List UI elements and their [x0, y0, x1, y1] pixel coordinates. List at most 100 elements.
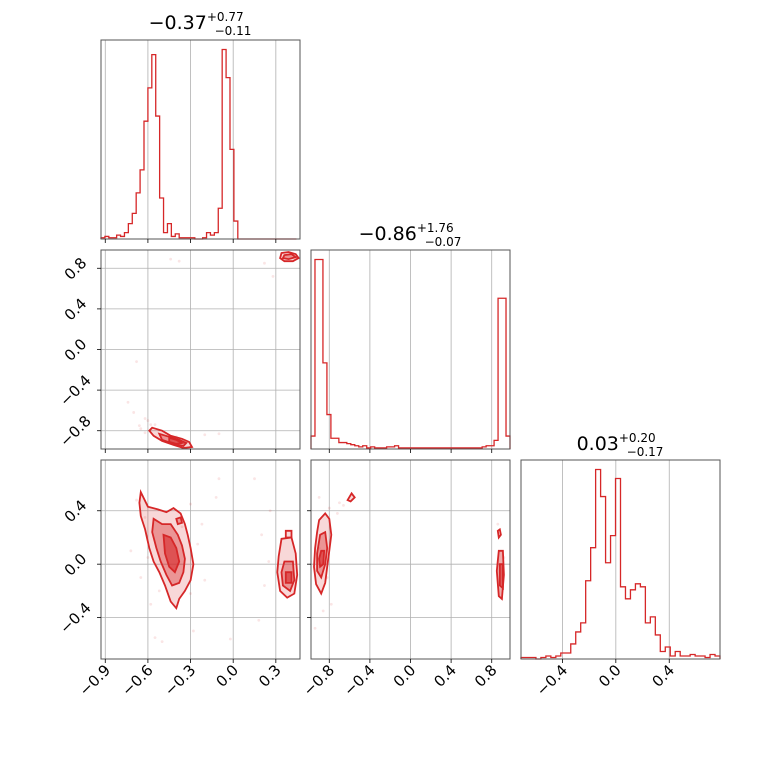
sample-point	[268, 509, 272, 513]
x-tick-label: −0.4	[533, 661, 571, 699]
sample-point	[143, 417, 147, 420]
pair-1-2: −0.8 −0.4 0.0 0.4 0.8	[300, 459, 511, 700]
x-tick-label: −0.6	[118, 661, 156, 699]
x-tick-label: 0.4	[648, 661, 678, 691]
sample-point	[263, 261, 266, 265]
x-tick-label: −0.4	[340, 661, 378, 699]
y-tick-label: 0.4	[61, 295, 91, 325]
sample-point	[177, 259, 181, 263]
histogram-2: −0.4 0.0 0.4	[520, 459, 721, 700]
sample-point	[149, 423, 153, 427]
sample-point	[203, 578, 207, 582]
sample-point	[157, 589, 161, 593]
y-tick-label: −0.4	[56, 599, 94, 637]
sample-point	[338, 501, 341, 505]
sample-point	[217, 477, 221, 481]
sample-point	[263, 584, 266, 587]
title-param-2: 0.03+0.20 −0.17	[577, 431, 664, 459]
sample-point	[135, 360, 138, 364]
sample-point	[153, 423, 157, 427]
sample-point	[153, 636, 157, 640]
histogram-1	[310, 249, 511, 453]
sample-point	[200, 522, 204, 526]
contour-level	[498, 563, 504, 591]
sample-point	[126, 400, 130, 404]
y-tick-label: −0.8	[56, 412, 94, 450]
diag-panel-1: −0.86+1.76 −0.07	[359, 221, 462, 249]
histogram-step	[310, 258, 511, 449]
sample-point	[203, 433, 207, 437]
contour-level	[346, 491, 356, 503]
sample-point	[169, 257, 173, 261]
sample-point	[228, 637, 232, 641]
sample-point	[129, 549, 133, 553]
sample-point	[180, 525, 184, 529]
sample-point	[149, 602, 153, 606]
pair-0-2: −0.9 −0.6 −0.3 0.0 0.3 −0.4 0.0 0.4	[56, 459, 301, 700]
sample-point	[327, 506, 331, 510]
sample-point	[143, 516, 147, 519]
contour-level	[284, 529, 293, 539]
sample-point	[253, 477, 256, 481]
axes-frame	[100, 459, 301, 660]
axes-frame	[100, 39, 301, 240]
x-tick-label: −0.9	[76, 661, 114, 699]
sample-point	[191, 629, 195, 633]
x-tick-label: 0.0	[212, 661, 242, 691]
sample-point	[146, 556, 150, 559]
diag-panel-2: 0.03+0.20 −0.17	[577, 431, 664, 459]
title-param-1: −0.86+1.76 −0.07	[359, 221, 462, 249]
sample-point	[189, 592, 192, 595]
sample-point	[137, 424, 141, 428]
y-tick-label: 0.4	[61, 496, 91, 526]
sample-point	[271, 274, 275, 278]
contour-level	[168, 436, 185, 445]
sample-point	[217, 432, 221, 436]
x-tick-label: 0.4	[430, 661, 460, 691]
diag-panel-0: −0.37+0.77 −0.11	[149, 10, 252, 38]
sample-point	[214, 495, 218, 499]
sample-point	[329, 602, 333, 606]
sample-point	[335, 512, 339, 515]
sample-point	[496, 522, 500, 526]
sample-point	[139, 427, 143, 431]
sample-point	[160, 640, 164, 644]
sample-point	[143, 431, 147, 435]
histogram-step	[100, 48, 297, 240]
contour-level	[318, 549, 326, 569]
title-param-0: −0.37+0.77 −0.11	[149, 10, 252, 38]
y-tick-label: 0.0	[61, 335, 91, 365]
sample-point	[267, 560, 271, 563]
sample-point	[342, 504, 345, 507]
histogram-step	[520, 468, 721, 660]
x-tick-label: 0.0	[595, 661, 625, 691]
contour-level	[284, 571, 293, 584]
contour-level	[496, 527, 502, 540]
histogram-0	[100, 39, 301, 243]
sample-point	[257, 618, 261, 622]
x-tick-label: 0.0	[390, 661, 420, 691]
y-tick-label: 0.0	[61, 550, 91, 580]
pair-0-1: −0.8−0.4 0.0 0.4 0.8	[56, 249, 301, 453]
y-tick-label: −0.4	[56, 371, 94, 409]
x-tick-label: −0.3	[161, 661, 199, 699]
x-tick-label: 0.8	[471, 661, 501, 691]
sample-point	[139, 576, 143, 579]
sample-point	[260, 533, 264, 537]
contour-level	[281, 253, 298, 261]
sample-point	[196, 542, 200, 546]
sample-point	[313, 626, 317, 630]
sample-point	[321, 609, 325, 613]
contour-level	[162, 533, 181, 574]
sample-point	[317, 495, 321, 499]
x-tick-label: 0.3	[255, 661, 285, 691]
axes-frame	[520, 459, 721, 660]
sample-point	[146, 419, 150, 422]
sample-point	[132, 411, 136, 414]
sample-point	[135, 498, 138, 502]
x-tick-label: −0.8	[300, 661, 338, 699]
sample-point	[189, 502, 192, 506]
contour-level	[175, 516, 184, 526]
y-tick-label: 0.8	[61, 254, 91, 284]
